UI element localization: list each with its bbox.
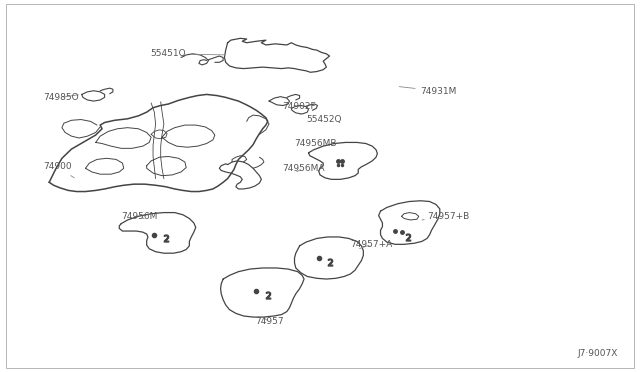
- Text: J7·9007X: J7·9007X: [578, 350, 618, 359]
- Text: 74956M: 74956M: [121, 212, 157, 221]
- Text: 55452Q: 55452Q: [300, 114, 342, 124]
- Text: 74957+A: 74957+A: [351, 240, 393, 249]
- Text: 74900: 74900: [43, 162, 74, 178]
- Text: 74985O: 74985O: [43, 93, 79, 102]
- Text: 74931M: 74931M: [399, 87, 457, 96]
- Text: 74957: 74957: [255, 317, 284, 326]
- Text: 74957+B: 74957+B: [422, 212, 469, 221]
- Text: 55451Q: 55451Q: [150, 49, 225, 58]
- Text: 74956MB: 74956MB: [294, 139, 337, 151]
- Text: 74902F: 74902F: [282, 102, 316, 111]
- Text: 74956MA: 74956MA: [282, 164, 324, 173]
